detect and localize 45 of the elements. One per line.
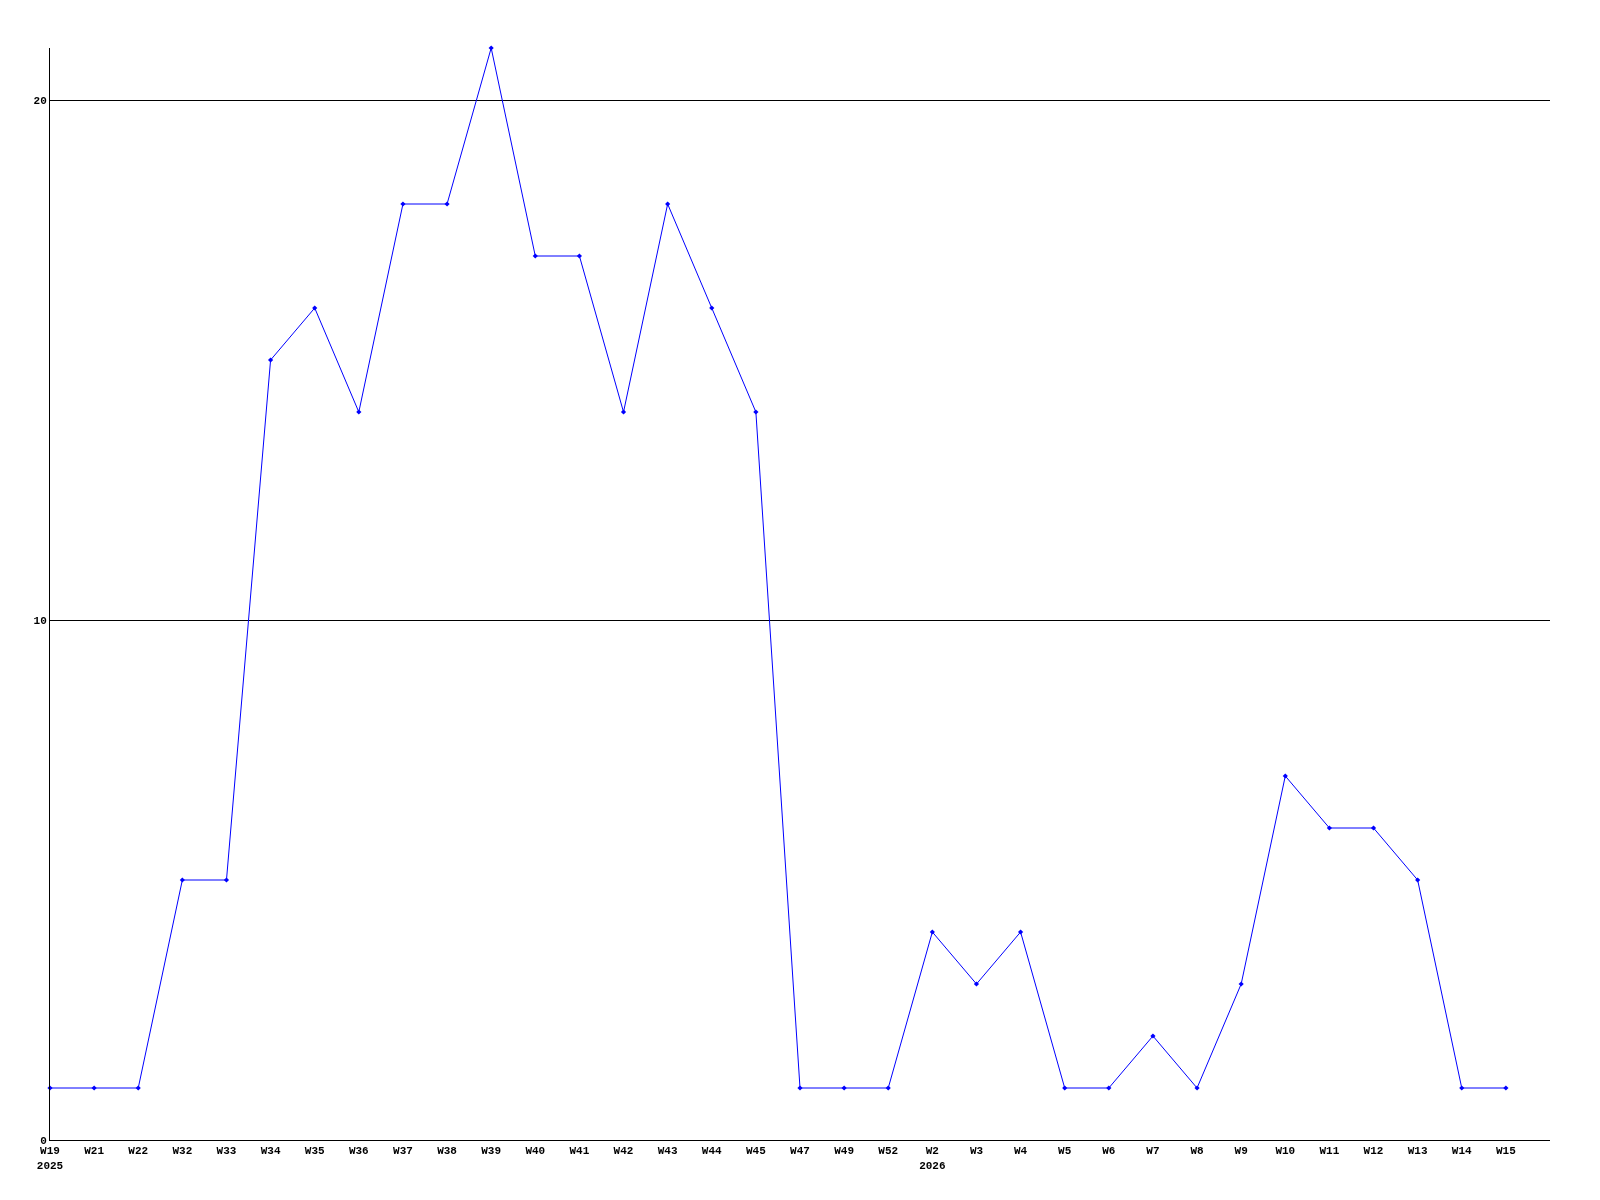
point bbox=[1017, 929, 1024, 935]
x-tick-label: W7 bbox=[1146, 1145, 1160, 1158]
x-tick-label: W45 bbox=[745, 1145, 767, 1158]
x-tick-label: W12 bbox=[1363, 1145, 1384, 1158]
x-tick-label: W9 bbox=[1234, 1145, 1248, 1158]
x-tick-label: W41 bbox=[569, 1145, 590, 1158]
x-tick-label: W42 bbox=[613, 1145, 634, 1158]
x-tick-label: W47 bbox=[790, 1145, 810, 1158]
point bbox=[973, 981, 980, 987]
x-tick-label: W2 2026 bbox=[919, 1145, 946, 1172]
x-tick-label: W22 bbox=[128, 1145, 149, 1158]
x-tick-label: W8 bbox=[1190, 1145, 1205, 1158]
x-tick-label: W38 bbox=[437, 1145, 458, 1158]
x-tick-label: W49 bbox=[834, 1145, 855, 1158]
x-tick-label: W11 bbox=[1319, 1145, 1340, 1158]
x-tick-label: W43 bbox=[657, 1145, 678, 1158]
point bbox=[620, 409, 627, 415]
x-tick-label: W32 bbox=[172, 1145, 193, 1158]
x-tick-label: W3 bbox=[969, 1145, 984, 1158]
x-tick-label: W13 bbox=[1407, 1145, 1428, 1158]
point bbox=[223, 877, 230, 883]
point bbox=[1370, 825, 1377, 831]
x-tick-label: W6 bbox=[1102, 1145, 1116, 1158]
x-tick-label: W15 bbox=[1495, 1145, 1517, 1158]
x-tick-label: W4 bbox=[1013, 1145, 1028, 1158]
point bbox=[1326, 825, 1333, 831]
y-tick-label: 20 bbox=[33, 94, 47, 107]
point bbox=[576, 253, 583, 259]
x-tick-label: W35 bbox=[304, 1145, 326, 1158]
x-tick-label: W37 bbox=[393, 1145, 413, 1158]
x-tick-label: W39 bbox=[481, 1145, 502, 1158]
x-tick-label: W5 bbox=[1058, 1145, 1072, 1158]
x-tick-label: W44 bbox=[701, 1145, 723, 1158]
x-tick-label: W40 bbox=[525, 1145, 546, 1158]
x-tick-label: W33 bbox=[216, 1145, 237, 1158]
x-tick-label: W34 bbox=[260, 1145, 281, 1158]
x-tick-label: W21 bbox=[84, 1145, 105, 1158]
x-tick-label: W52 bbox=[878, 1145, 899, 1158]
y-tick-label: 10 bbox=[33, 614, 47, 627]
point bbox=[267, 357, 274, 363]
x-tick-label: W19 2025 bbox=[36, 1145, 64, 1172]
y-tick-label: 0 bbox=[40, 1134, 47, 1147]
x-tick-label: W14 bbox=[1451, 1145, 1473, 1158]
x-tick-label: W10 bbox=[1275, 1145, 1296, 1158]
x-tick-label: W36 bbox=[348, 1145, 369, 1158]
